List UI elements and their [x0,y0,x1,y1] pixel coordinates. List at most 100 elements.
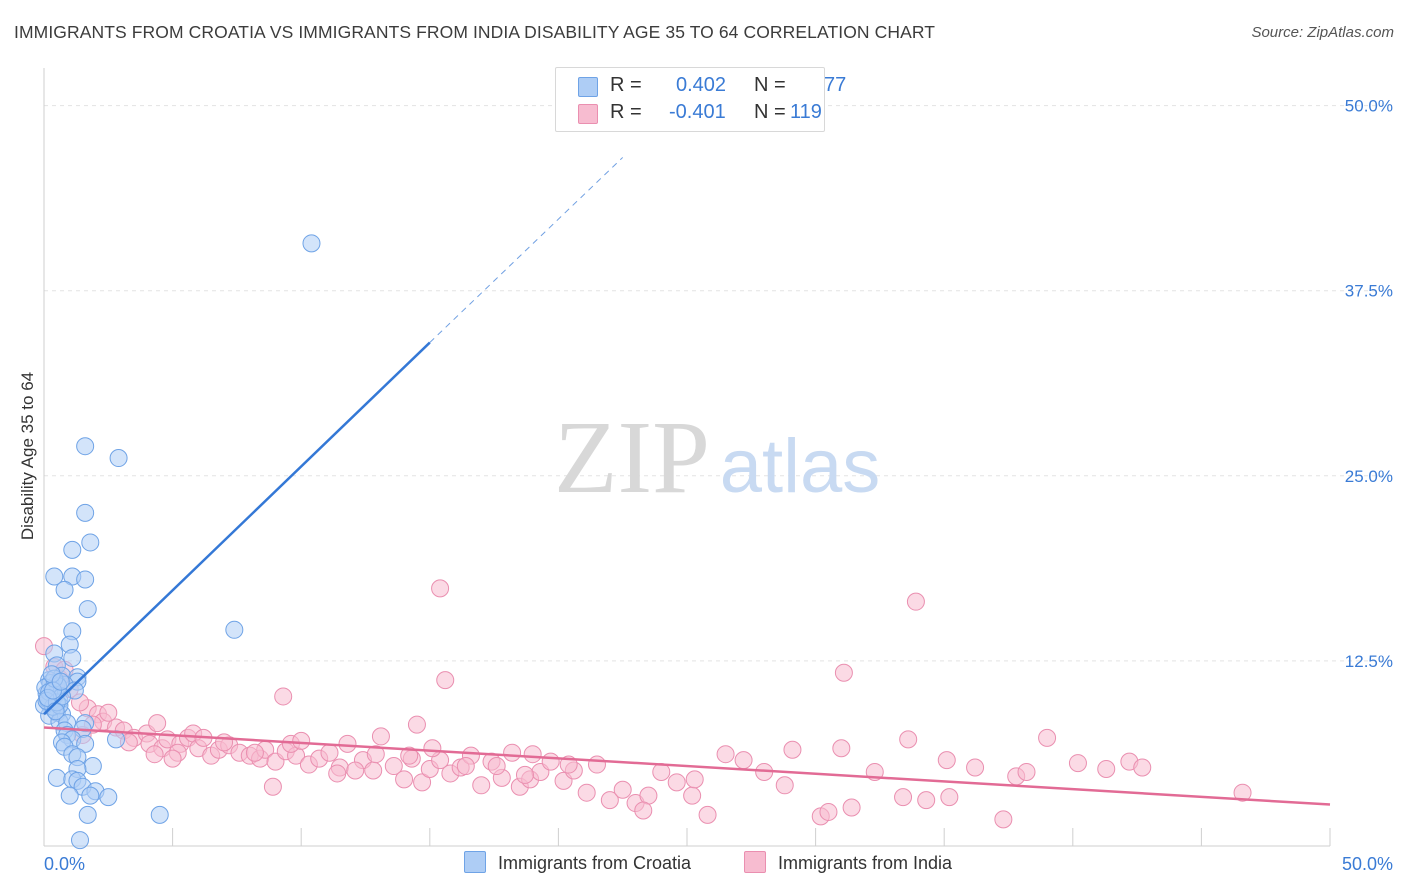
y-tick-label: 37.5% [1345,282,1393,301]
india-point [423,739,442,758]
india-point [600,791,619,810]
croatia-point [78,600,97,619]
india-point [436,671,455,690]
y-tick-label: 50.0% [1345,97,1393,116]
croatia-r-label: R = [610,74,642,96]
croatia-point [46,702,65,721]
croatia-point [225,620,244,639]
croatia-swatch [578,77,598,97]
india-point [515,765,534,784]
y-axis-label: Disability Age 35 to 64 [18,371,37,541]
croatia-point [76,503,95,522]
india-point [1017,762,1036,781]
croatia-point [83,757,102,776]
india-point [994,810,1013,829]
india-point [899,730,918,749]
croatia-point [47,768,66,787]
india-point [1097,760,1116,778]
croatia-trend-line [43,341,431,716]
croatia-point [76,734,95,753]
india-point [683,786,702,805]
croatia-point [71,831,90,850]
india-point [940,788,959,807]
croatia-point [60,786,79,805]
india-point [698,805,717,824]
india-point [346,761,365,780]
india-point [407,715,426,734]
india-point [400,746,419,765]
india-point [487,757,506,776]
india-point [734,751,753,770]
y-tick-label: 12.5% [1345,652,1393,671]
india-point [245,743,264,762]
chart-title: IMMIGRANTS FROM CROATIA VS IMMIGRANTS FR… [14,22,936,42]
india-point [99,703,118,722]
india-point [541,752,560,771]
india-point [523,745,542,764]
india-n-value: 119 [790,101,822,123]
croatia-point [81,533,100,552]
bottom-legend-croatia: Immigrants from Croatia [464,851,691,874]
india-point [1068,754,1087,773]
india-point [667,773,686,792]
watermark-atlas: atlas [720,424,881,509]
india-point [274,687,293,706]
india-r-value: -0.401 [669,101,726,123]
croatia-point [51,672,70,691]
croatia-point [55,580,74,599]
croatia-point [78,805,97,824]
croatia-point [99,788,118,807]
y-tick-label: 25.0% [1345,467,1393,486]
india-point [338,734,357,753]
croatia-point [45,567,64,586]
bottom-croatia-swatch [464,851,486,873]
croatia-n-label: N = [754,74,786,96]
india-point [834,663,853,682]
croatia-point [76,437,95,456]
watermark: ZIP atlas [554,400,880,515]
india-swatch [578,104,598,124]
india-point [503,743,522,762]
india-points [35,579,1252,829]
india-point [163,749,182,768]
india-point [395,770,414,789]
india-point [292,731,311,750]
bottom-india-label: Immigrants from India [778,853,953,873]
croatia-point [63,540,82,559]
croatia-point [63,648,82,667]
croatia-point [76,570,95,589]
india-point [1038,728,1057,747]
india-point [366,745,385,764]
india-point [775,776,794,795]
croatia-r-value: 0.402 [676,74,727,96]
india-point [894,788,913,807]
croatia-point [109,449,128,468]
india-point [832,739,851,758]
india-point [634,801,653,820]
india-point [364,761,383,780]
bottom-india-swatch [744,851,766,873]
source-label: Source: ZipAtlas.com [1251,24,1394,41]
correlation-legend: R = 0.402 N = 77 R = -0.401 N = 119 [555,67,846,132]
bottom-croatia-label: Immigrants from Croatia [498,853,692,873]
india-r-label: R = [610,101,642,123]
india-point [716,745,735,764]
india-point [842,798,861,817]
india-point [384,757,403,776]
india-point [1233,783,1252,802]
india-point [966,758,985,777]
india-point [577,783,596,802]
croatia-point [302,234,321,253]
india-point [685,770,704,789]
india-point [819,802,838,821]
croatia-point [81,786,100,805]
croatia-n-value: 77 [824,74,847,96]
croatia-points [35,234,321,850]
india-point [1133,758,1152,777]
india-point [937,751,956,770]
india-point [917,791,936,810]
india-point [587,755,606,774]
india-point [148,714,167,733]
india-point [371,727,390,746]
